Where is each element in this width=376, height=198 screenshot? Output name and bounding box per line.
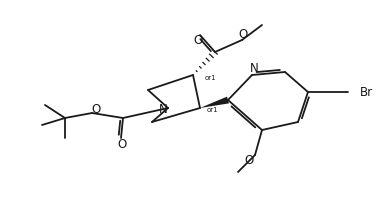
- Text: Br: Br: [360, 86, 373, 98]
- Polygon shape: [200, 97, 229, 108]
- Text: O: O: [193, 33, 203, 47]
- Text: or1: or1: [207, 107, 218, 113]
- Text: O: O: [117, 137, 127, 150]
- Text: N: N: [159, 103, 167, 115]
- Text: O: O: [244, 153, 254, 167]
- Text: O: O: [91, 103, 101, 115]
- Text: N: N: [250, 62, 258, 74]
- Text: or1: or1: [205, 75, 217, 81]
- Text: O: O: [238, 28, 248, 41]
